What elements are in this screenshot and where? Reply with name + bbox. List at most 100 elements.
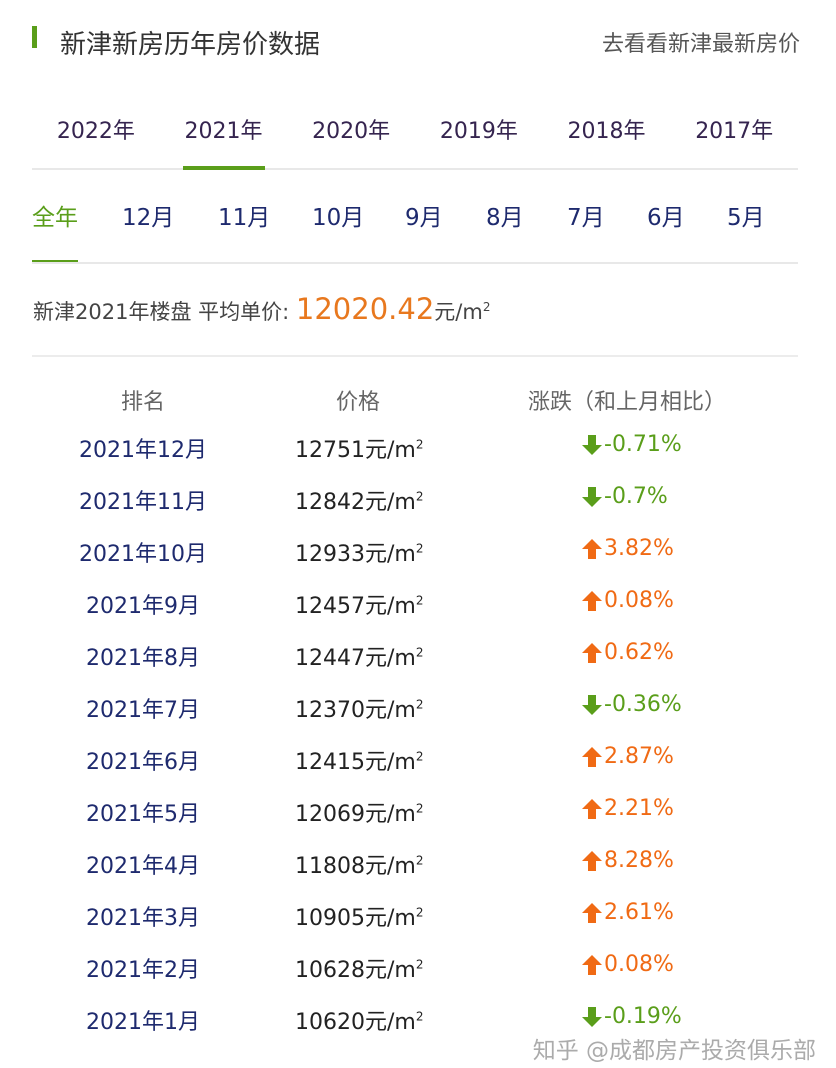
price-value: 12751元/m bbox=[295, 438, 416, 463]
price: 12370元/m2 bbox=[295, 692, 423, 724]
change: -0.71% bbox=[582, 432, 682, 457]
table-row: 2021年2月 10628元/m2 0.08% bbox=[0, 952, 836, 988]
tab-month[interactable]: 6月 bbox=[647, 205, 685, 231]
arrow-down-icon bbox=[582, 1006, 602, 1027]
tab-month[interactable]: 全年 bbox=[32, 196, 78, 262]
arrow-up-icon bbox=[582, 954, 602, 975]
unit-sup: 2 bbox=[415, 697, 424, 712]
change-value: 2.21% bbox=[604, 796, 674, 821]
header-change: 涨跌（和上月相比） bbox=[528, 390, 727, 415]
unit: 元/m bbox=[434, 300, 483, 324]
table-row: 2021年7月 12370元/m2 -0.36% bbox=[0, 692, 836, 728]
change-value: 2.87% bbox=[604, 744, 674, 769]
page-title: 新津新房历年房价数据 bbox=[60, 30, 321, 60]
period: 2021年2月 bbox=[86, 958, 200, 983]
unit-sup: 2 bbox=[415, 489, 424, 504]
change: 8.28% bbox=[582, 848, 674, 873]
table-row: 2021年3月 10905元/m2 2.61% bbox=[0, 900, 836, 936]
price-value: 10905元/m bbox=[295, 906, 416, 931]
arrow-down-icon bbox=[582, 486, 602, 507]
section-header: 新津新房历年房价数据 去看看新津最新房价 bbox=[32, 22, 800, 62]
table-row: 2021年4月 11808元/m2 8.28% bbox=[0, 848, 836, 884]
price-value: 11808元/m bbox=[295, 854, 416, 879]
change: 0.62% bbox=[582, 640, 674, 665]
tab-month[interactable]: 5月 bbox=[727, 205, 765, 231]
unit-sup: 2 bbox=[482, 300, 491, 314]
tab-month[interactable]: 7月 bbox=[567, 205, 605, 231]
latest-price-link[interactable]: 去看看新津最新房价 bbox=[601, 32, 800, 57]
price: 10620元/m2 bbox=[295, 1004, 423, 1036]
change-value: 8.28% bbox=[604, 848, 674, 873]
tab-month[interactable]: 8月 bbox=[486, 205, 524, 231]
period: 2021年6月 bbox=[86, 750, 200, 775]
price-value: 12842元/m bbox=[295, 490, 416, 515]
arrow-up-icon bbox=[582, 746, 602, 767]
change-value: -0.7% bbox=[604, 484, 668, 509]
change-value: 3.82% bbox=[604, 536, 674, 561]
price-value: 12370元/m bbox=[295, 698, 416, 723]
arrow-up-icon bbox=[582, 538, 602, 559]
unit-sup: 2 bbox=[415, 905, 424, 920]
table-row: 2021年1月 10620元/m2 -0.19% bbox=[0, 1004, 836, 1040]
tab-month[interactable]: 10月 bbox=[312, 205, 365, 231]
tab-month[interactable]: 12月 bbox=[122, 205, 175, 231]
price: 10628元/m2 bbox=[295, 952, 423, 984]
table-row: 2021年10月 12933元/m2 3.82% bbox=[0, 536, 836, 572]
change: 0.08% bbox=[582, 952, 674, 977]
arrow-up-icon bbox=[582, 850, 602, 871]
table-row: 2021年9月 12457元/m2 0.08% bbox=[0, 588, 836, 624]
change: 3.82% bbox=[582, 536, 674, 561]
unit-sup: 2 bbox=[415, 957, 424, 972]
arrow-down-icon bbox=[582, 434, 602, 455]
change: 2.21% bbox=[582, 796, 674, 821]
tab-year[interactable]: 2022年 bbox=[56, 119, 135, 144]
accent-bar bbox=[32, 26, 37, 48]
tab-year[interactable]: 2018年 bbox=[567, 119, 646, 144]
price-value: 10620元/m bbox=[295, 1010, 416, 1035]
tab-month[interactable]: 11月 bbox=[218, 205, 271, 231]
period: 2021年4月 bbox=[86, 854, 200, 879]
watermark: 知乎 @成都房产投资俱乐部 bbox=[532, 1038, 816, 1064]
change: 2.61% bbox=[582, 900, 674, 925]
period: 2021年3月 bbox=[86, 906, 200, 931]
change: -0.7% bbox=[582, 484, 668, 509]
tab-year[interactable]: 2021年 bbox=[160, 112, 288, 168]
unit-sup: 2 bbox=[415, 1009, 424, 1024]
period: 2021年1月 bbox=[86, 1010, 200, 1035]
price: 12069元/m2 bbox=[295, 796, 423, 828]
price: 12933元/m2 bbox=[295, 536, 423, 568]
period: 2021年9月 bbox=[86, 594, 200, 619]
change-value: 0.08% bbox=[604, 952, 674, 977]
price: 12415元/m2 bbox=[295, 744, 423, 776]
unit-sup: 2 bbox=[415, 437, 424, 452]
tab-month[interactable]: 9月 bbox=[405, 205, 443, 231]
tab-year[interactable]: 2017年 bbox=[695, 119, 774, 144]
price: 12842元/m2 bbox=[295, 484, 423, 516]
table-row: 2021年11月 12842元/m2 -0.7% bbox=[0, 484, 836, 520]
change: -0.19% bbox=[582, 1004, 682, 1029]
unit-sup: 2 bbox=[415, 645, 424, 660]
table-row: 2021年8月 12447元/m2 0.62% bbox=[0, 640, 836, 676]
price: 12457元/m2 bbox=[295, 588, 423, 620]
unit-sup: 2 bbox=[415, 801, 424, 816]
tab-year[interactable]: 2020年 bbox=[312, 119, 391, 144]
arrow-up-icon bbox=[582, 590, 602, 611]
period: 2021年12月 bbox=[79, 438, 207, 463]
price: 12751元/m2 bbox=[295, 432, 423, 464]
arrow-up-icon bbox=[582, 642, 602, 663]
arrow-up-icon bbox=[582, 798, 602, 819]
period: 2021年7月 bbox=[86, 698, 200, 723]
average-price-summary: 新津2021年楼盘 平均单价: 12020.42元/m2 bbox=[33, 292, 490, 326]
period: 2021年10月 bbox=[79, 542, 207, 567]
month-tabs: 全年12月11月10月9月8月7月6月5月4月 bbox=[32, 196, 798, 264]
unit-sup: 2 bbox=[415, 541, 424, 556]
change-value: -0.36% bbox=[604, 692, 682, 717]
change-value: 2.61% bbox=[604, 900, 674, 925]
header-price: 价格 bbox=[336, 390, 381, 415]
tab-year[interactable]: 2019年 bbox=[439, 119, 518, 144]
arrow-down-icon bbox=[582, 694, 602, 715]
unit-sup: 2 bbox=[415, 593, 424, 608]
unit-sup: 2 bbox=[415, 749, 424, 764]
price-value: 10628元/m bbox=[295, 958, 416, 983]
period: 2021年11月 bbox=[79, 490, 207, 515]
